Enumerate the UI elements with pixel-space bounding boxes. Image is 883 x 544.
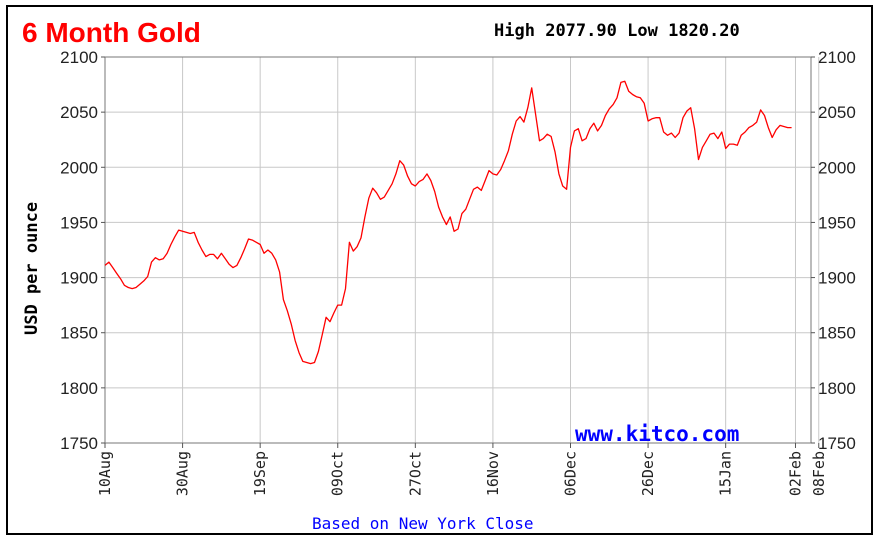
y-tick-label-left: 2050	[60, 103, 98, 122]
y-tick-label-left: 2000	[60, 158, 98, 177]
high-value: 2077.90	[545, 21, 617, 41]
plot-area: 1750 1750 1800 1800 1850 1850 1900 1900 1950 1950…	[60, 48, 856, 496]
y-tick-label-right: 2000	[818, 158, 856, 177]
series-line-gold-price	[104, 80, 792, 365]
x-tick-label: 09Oct	[329, 451, 347, 496]
y-tick-label-left: 1800	[60, 379, 98, 398]
y-tick-label-right: 2050	[818, 103, 856, 122]
x-tick-label: 26Dec	[639, 451, 657, 496]
x-tick-label: 16Nov	[484, 451, 502, 496]
x-tick-label: 19Sep	[251, 451, 269, 496]
y-tick-label-right: 1750	[818, 434, 856, 453]
y-tick-label-left: 2100	[60, 48, 98, 67]
y-tick-label-right: 1850	[818, 324, 856, 343]
y-tick-label-right: 1950	[818, 213, 856, 232]
high-low-readout: High 2077.90 Low 1820.20	[494, 21, 740, 41]
gridlines	[104, 56, 820, 444]
x-tick-label: 02Feb	[786, 451, 804, 496]
x-tick-label: 30Aug	[174, 451, 192, 496]
x-tick-label: 10Aug	[96, 451, 114, 496]
y-tick-label-right: 2100	[818, 48, 856, 67]
footnote-text: Based on New York Close	[312, 514, 534, 533]
high-label: High	[494, 21, 535, 41]
series-layer	[104, 80, 792, 365]
y-tick-label-left: 1950	[60, 213, 98, 232]
low-label: Low	[627, 21, 658, 41]
x-tick-label: 08Feb	[810, 451, 828, 496]
x-tick-label: 06Dec	[561, 451, 579, 496]
y-axis-label: USD per ounce	[22, 202, 42, 335]
low-value: 1820.20	[668, 21, 740, 41]
y-tick-label-left: 1900	[60, 269, 98, 288]
y-tick-label-right: 1800	[818, 379, 856, 398]
kitco-watermark: www.kitco.com	[575, 422, 739, 446]
y-tick-label-right: 1900	[818, 269, 856, 288]
chart-title: 6 Month Gold	[22, 17, 201, 48]
y-tick-label-left: 1750	[60, 434, 98, 453]
x-axis-ticks: 10Aug 30Aug 19Sep 09Oct 27Oct 16Nov 06Dec 26Dec…	[96, 443, 828, 496]
plot-background	[105, 57, 811, 443]
y-axis-ticks: 1750 1750 1800 1800 1850 1850 1900 1900 1950 1950…	[60, 48, 856, 453]
y-tick-label-left: 1850	[60, 324, 98, 343]
x-tick-label: 15Jan	[717, 451, 735, 496]
x-tick-label: 27Oct	[406, 451, 424, 496]
plot-border	[104, 56, 812, 444]
